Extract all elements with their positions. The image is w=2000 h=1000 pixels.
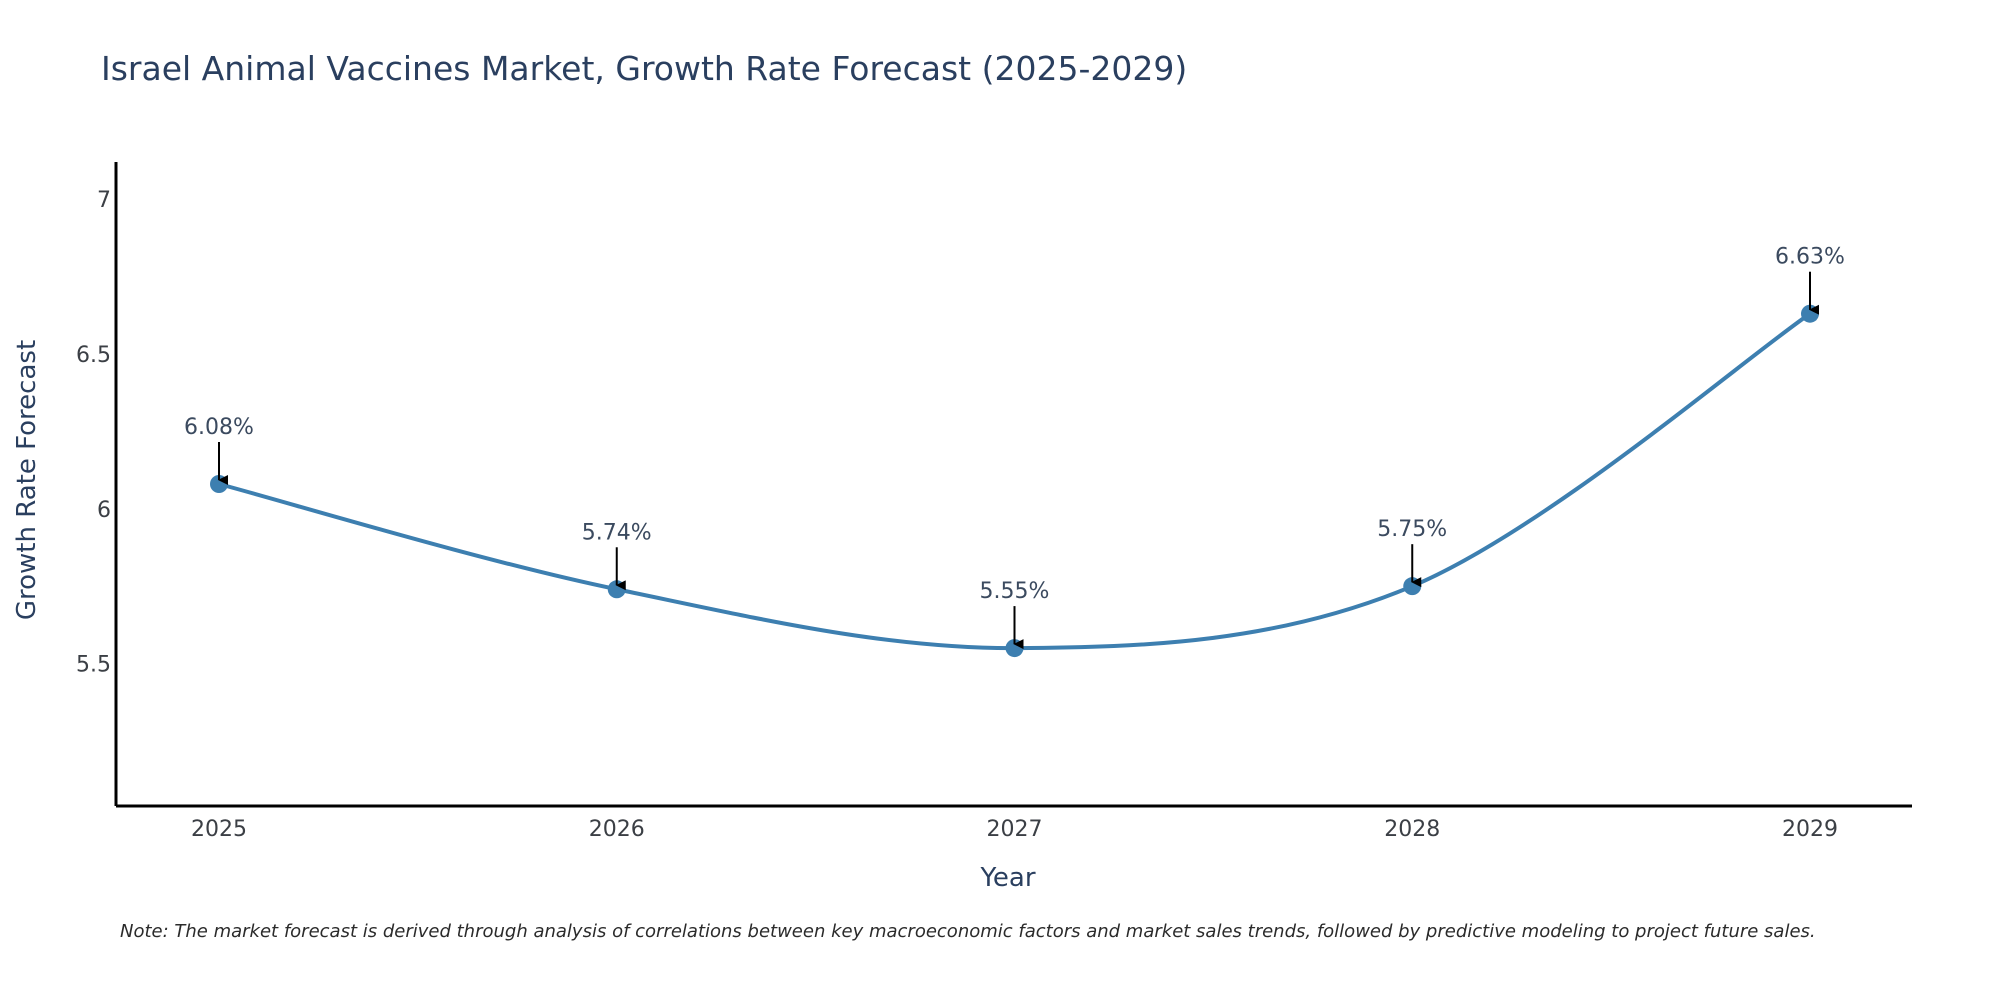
x-tick-label: 2028	[1384, 817, 1440, 842]
y-tick-label: 7	[97, 188, 111, 213]
x-tick-label: 2025	[191, 817, 247, 842]
chart-title: Israel Animal Vaccines Market, Growth Ra…	[101, 49, 1187, 88]
x-tick-label: 2027	[987, 817, 1043, 842]
footnote: Note: The market forecast is derived thr…	[120, 921, 1816, 942]
data-label: 5.75%	[1377, 517, 1447, 542]
x-tick-label: 2029	[1782, 817, 1838, 842]
data-markers	[210, 304, 1819, 658]
x-tick-label: 2026	[589, 817, 645, 842]
data-label: 6.08%	[184, 415, 254, 440]
data-label: 5.55%	[980, 579, 1050, 604]
y-tick-label: 6	[97, 498, 111, 523]
x-axis-title: Year	[979, 863, 1035, 893]
x-axis-ticks: 2025 2026 2027 2028 2029	[191, 817, 1838, 842]
y-axis-ticks: 5.5 6 6.5 7	[76, 188, 111, 677]
data-label: 5.74%	[582, 520, 652, 545]
y-axis-title: Growth Rate Forecast	[12, 340, 42, 620]
y-tick-label: 5.5	[76, 653, 111, 678]
data-annotations: 6.08% 5.74% 5.55% 5.75% 6.63%	[184, 245, 1845, 650]
data-label: 6.63%	[1775, 245, 1845, 270]
y-tick-label: 6.5	[76, 343, 111, 368]
